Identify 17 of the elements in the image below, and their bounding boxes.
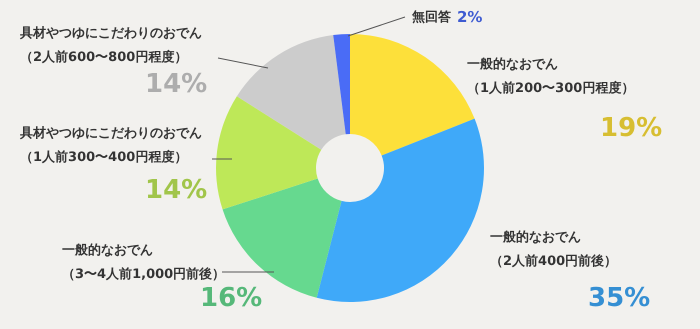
data-label: 16%	[200, 283, 262, 313]
slice-label: 一般的なおでん（3〜4人前1,000円前後）	[62, 243, 226, 282]
donut-slice	[333, 34, 350, 134]
data-label: 14%	[145, 175, 208, 205]
slice-label: 具材やつゆにこだわりのおでん（1人前300〜400円程度）	[19, 126, 202, 165]
donut-slice	[350, 34, 475, 156]
slice-label: 一般的なおでん（1人前200〜300円程度）	[467, 57, 634, 96]
data-label: 19%	[600, 113, 662, 143]
data-label: 14%	[145, 69, 208, 99]
donut-slice	[236, 35, 346, 150]
slice-label: 具材やつゆにこだわりのおでん（2人前600〜800円程度）	[19, 26, 202, 65]
slice-label: 一般的なおでん（2人前400円前後）	[490, 230, 618, 269]
data-label: 2%	[457, 8, 482, 26]
donut-slice	[316, 118, 484, 302]
slice-label: 無回答	[411, 10, 451, 25]
data-label: 35%	[588, 283, 650, 313]
donut-slice	[216, 96, 322, 210]
